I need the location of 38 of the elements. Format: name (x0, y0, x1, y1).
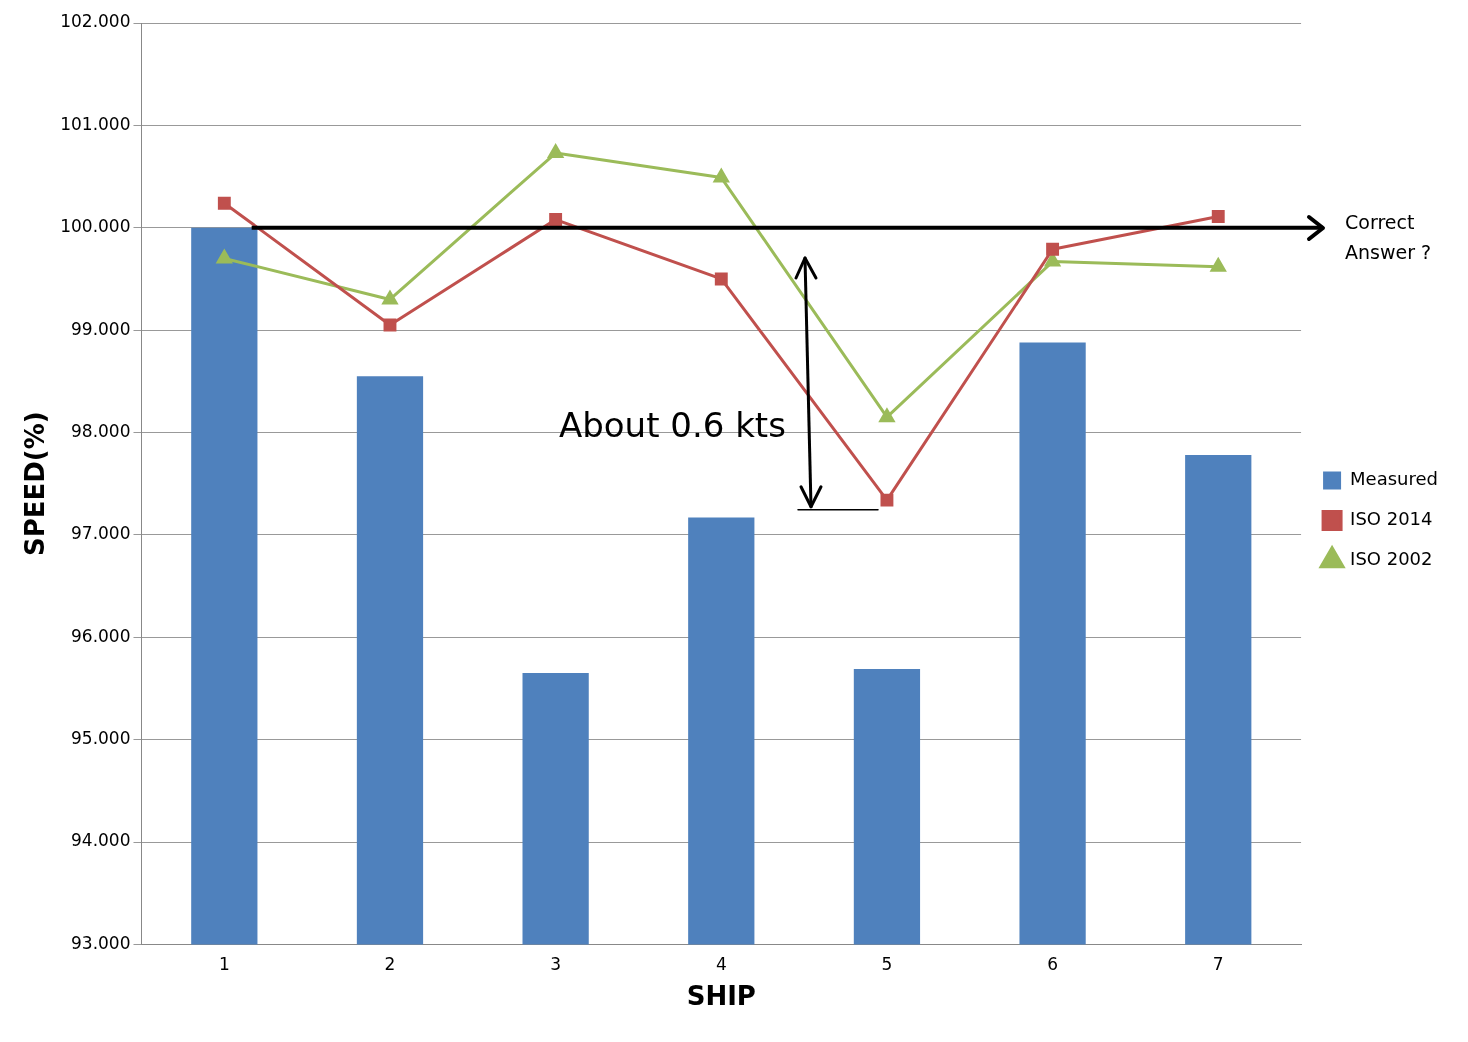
y-axis-title: SPEED(%) (20, 411, 51, 557)
y-tick-label: 94.000 (71, 830, 131, 851)
point (1211, 210, 1225, 223)
y-tick-label: 95.000 (71, 728, 131, 749)
legend-label: ISO 2014 (1350, 508, 1433, 530)
point (216, 249, 232, 264)
x-tick-label: 4 (715, 954, 727, 975)
x-tick-label: 1 (218, 954, 230, 975)
point (714, 272, 728, 286)
x-tick-label: 5 (881, 954, 893, 975)
point (1210, 258, 1226, 272)
point (879, 408, 895, 423)
annotation: About 0.6 kts (558, 405, 786, 446)
x-axis-title: SHIP (686, 981, 756, 1012)
y-tick-label: 98.000 (71, 420, 131, 441)
y-tick-label: 100.000 (60, 216, 131, 237)
x-tick-label: 3 (550, 954, 562, 975)
x-tick-label: 2 (384, 954, 396, 975)
y-tick-label: 102.000 (60, 11, 131, 32)
y-tick-label: 99.000 (71, 318, 131, 339)
y-tick-label: 97.000 (71, 523, 131, 544)
legend-label: ISO 2002 (1350, 548, 1433, 570)
point (383, 318, 397, 332)
y-tick-label: 101.000 (60, 113, 131, 134)
legend-label: Measured (1350, 468, 1439, 490)
x-tick-label: 7 (1212, 954, 1224, 975)
point (549, 213, 563, 227)
point (880, 493, 894, 507)
point (382, 290, 398, 305)
y-tick-label: 93.000 (71, 932, 131, 953)
ref-line-label: Correct Answer ? (1345, 210, 1432, 263)
point (1046, 242, 1060, 256)
x-tick-label: 6 (1047, 954, 1059, 975)
point (1045, 253, 1061, 267)
point (548, 144, 564, 159)
point (713, 169, 729, 183)
y-tick-label: 96.000 (71, 625, 131, 646)
point (217, 196, 231, 210)
